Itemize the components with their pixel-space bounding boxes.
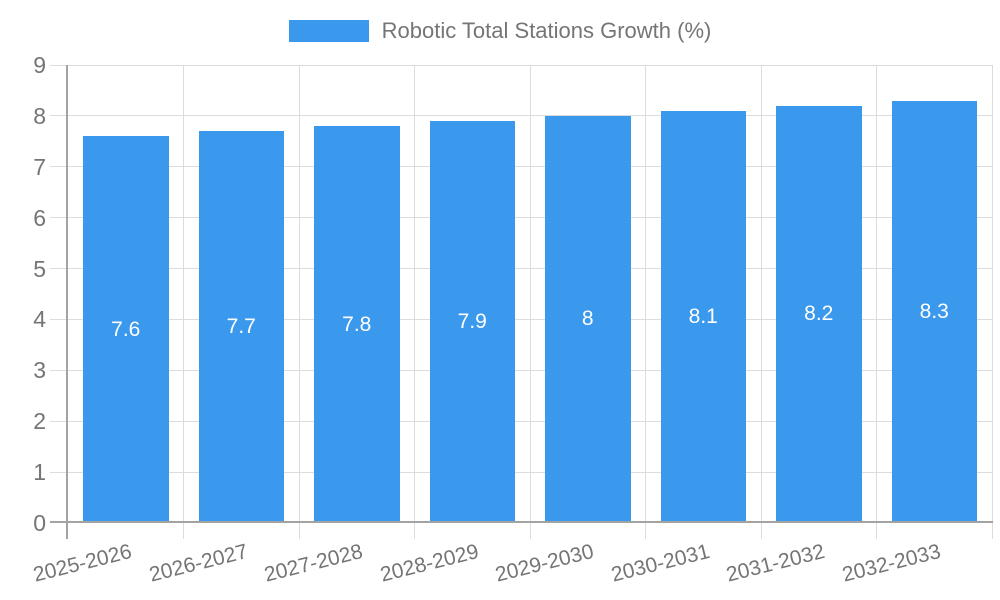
- legend[interactable]: Robotic Total Stations Growth (%): [0, 20, 1000, 42]
- y-gridline: [50, 217, 992, 219]
- x-gridline: [529, 65, 531, 523]
- bar-value-label: 8.1: [688, 304, 718, 328]
- y-gridline: [50, 115, 992, 117]
- x-tick-label: 2030-2031: [608, 540, 712, 587]
- x-tick-label: 2025-2026: [31, 540, 135, 587]
- y-gridline: [50, 64, 992, 66]
- bar[interactable]: [314, 126, 400, 523]
- x-gridline: [760, 65, 762, 523]
- x-gridline: [183, 65, 184, 523]
- bar[interactable]: [198, 131, 284, 523]
- y-tick-label: 7: [33, 153, 46, 180]
- legend-swatch: [288, 20, 369, 42]
- y-tick-label: 6: [33, 204, 46, 231]
- bar[interactable]: [891, 100, 977, 523]
- x-tick: [991, 523, 993, 539]
- x-tick-label: 2031-2032: [724, 540, 828, 587]
- y-gridline: [50, 166, 992, 168]
- x-gridline: [298, 65, 300, 523]
- x-tick-label: 2028-2029: [377, 540, 481, 587]
- bar-value-label: 8.3: [919, 299, 949, 323]
- x-gridline: [876, 65, 877, 523]
- bar[interactable]: [545, 115, 631, 523]
- x-tick: [298, 523, 300, 539]
- x-tick-label: 2032-2033: [839, 540, 943, 587]
- bar[interactable]: [429, 120, 515, 523]
- y-tick-label: 5: [33, 255, 46, 282]
- y-gridline: [50, 369, 992, 371]
- bar-value-label: 8: [581, 307, 594, 331]
- x-tick-label: 2027-2028: [262, 540, 366, 587]
- x-gridline: [414, 65, 415, 523]
- x-tick: [529, 523, 531, 539]
- y-tick-label: 9: [33, 52, 46, 78]
- y-tick-label: 2: [33, 408, 46, 435]
- bar-value-label: 7.9: [457, 309, 487, 333]
- x-tick: [760, 523, 762, 539]
- bar[interactable]: [83, 136, 169, 523]
- x-tick: [414, 523, 415, 539]
- y-axis-line: [66, 65, 68, 523]
- y-tick-label: 8: [33, 102, 46, 129]
- y-tick-label: 3: [33, 357, 46, 384]
- legend-label: Robotic Total Stations Growth (%): [381, 18, 712, 43]
- y-tick-label: 1: [33, 459, 46, 486]
- x-tick-label: 2026-2027: [146, 540, 250, 587]
- x-gridline: [991, 65, 993, 523]
- bar[interactable]: [776, 105, 862, 523]
- bar[interactable]: [660, 110, 746, 523]
- y-gridline: [50, 471, 992, 473]
- x-gridline: [645, 65, 646, 523]
- y-gridline: [50, 318, 992, 320]
- y-gridline: [50, 420, 992, 422]
- y-gridline: [50, 268, 992, 270]
- x-tick: [876, 523, 877, 539]
- x-tick-label: 2029-2030: [493, 540, 597, 587]
- x-tick: [66, 523, 68, 539]
- bar-value-label: 7.7: [226, 315, 256, 339]
- bar-value-label: 7.8: [342, 312, 372, 336]
- x-tick: [645, 523, 646, 539]
- x-tick: [183, 523, 184, 539]
- y-tick-label: 4: [33, 306, 46, 333]
- y-tick-label: 0: [33, 510, 46, 536]
- x-axis-line: [50, 521, 993, 523]
- bar-value-label: 8.2: [804, 302, 834, 326]
- bar-value-label: 7.6: [111, 317, 141, 341]
